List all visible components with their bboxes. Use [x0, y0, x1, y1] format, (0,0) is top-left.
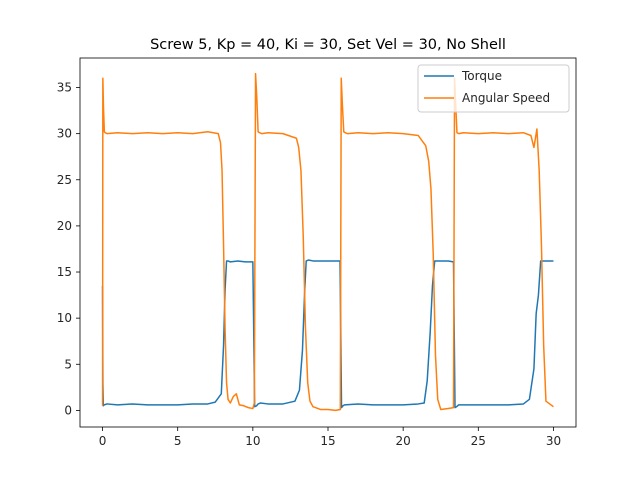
y-tick-label: 25: [57, 173, 72, 187]
x-tick-label: 15: [320, 434, 335, 448]
chart-title: Screw 5, Kp = 40, Ki = 30, Set Vel = 30,…: [150, 37, 506, 53]
legend-label-torque: Torque: [461, 69, 502, 83]
y-tick-label: 0: [64, 403, 72, 417]
legend: Torque Angular Speed: [417, 64, 570, 113]
x-tick-label: 20: [396, 434, 411, 448]
y-axis: 0 5 10 15 20 25 30 35: [57, 81, 80, 417]
legend-label-angular-speed: Angular Speed: [462, 91, 550, 105]
y-tick-label: 10: [57, 311, 72, 325]
x-tick-label: 30: [546, 434, 561, 448]
x-tick-label: 10: [245, 434, 260, 448]
y-tick-label: 20: [57, 219, 72, 233]
x-tick-label: 25: [471, 434, 486, 448]
series-layer: [101, 72, 554, 412]
y-tick-label: 15: [57, 265, 72, 279]
x-tick-label: 0: [99, 434, 107, 448]
series-line-torque: [101, 259, 554, 409]
y-tick-label: 35: [57, 81, 72, 95]
y-tick-label: 30: [57, 127, 72, 141]
legend-box: [417, 64, 570, 113]
x-tick-label: 5: [174, 434, 182, 448]
series-line-angular-speed: [101, 72, 554, 412]
y-tick-label: 5: [64, 357, 72, 371]
x-axis: 0 5 10 15 20 25 30: [99, 427, 561, 448]
